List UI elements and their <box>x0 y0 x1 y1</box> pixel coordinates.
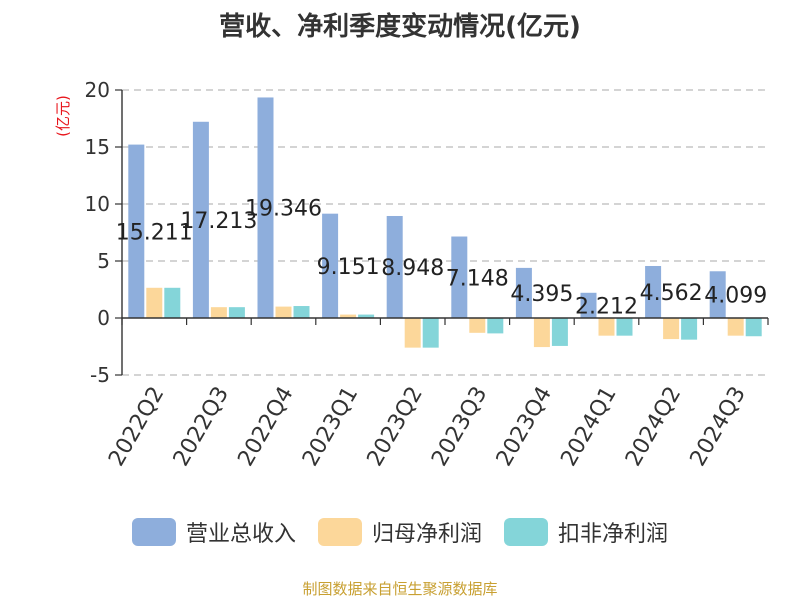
legend-swatch <box>317 518 362 546</box>
bar-1-2022Q2 <box>146 287 163 318</box>
x-tick-label: 2023Q1 <box>298 383 363 471</box>
legend-label: 归母净利润 <box>371 522 482 547</box>
x-tick-label: 2022Q4 <box>233 383 298 471</box>
legend-label: 扣非净利润 <box>558 522 669 547</box>
x-tick-label: 2022Q3 <box>169 383 234 471</box>
bar-2-2023Q4 <box>551 318 568 346</box>
data-label-2022Q4: 19.346 <box>245 197 322 222</box>
y-tick-label: 5 <box>97 249 110 273</box>
bar-0-2023Q4 <box>515 267 532 318</box>
legend-item-0[interactable]: 营业总收入 <box>131 516 296 548</box>
bar-0-2023Q1 <box>322 213 339 318</box>
bars <box>128 97 762 348</box>
bar-1-2023Q1 <box>340 314 357 318</box>
bar-1-2024Q3 <box>727 318 744 336</box>
bar-2-2023Q1 <box>358 314 375 318</box>
data-label-2024Q3: 4.099 <box>704 284 767 309</box>
bar-2-2023Q2 <box>422 318 439 348</box>
bar-1-2023Q2 <box>404 318 421 348</box>
bar-1-2023Q4 <box>533 318 550 348</box>
bar-0-2022Q3 <box>192 121 209 319</box>
bar-2-2022Q3 <box>228 307 245 318</box>
bar-2-2022Q4 <box>293 306 310 318</box>
data-label-2024Q2: 4.562 <box>640 281 703 306</box>
bar-1-2023Q3 <box>469 318 486 333</box>
data-label-2022Q2: 15.211 <box>116 220 193 245</box>
x-tick-label: 2024Q3 <box>686 383 751 471</box>
y-tick-label: 15 <box>85 135 110 159</box>
legend: 营业总收入 归母净利润 扣非净利润 <box>0 516 800 548</box>
bar-0-2023Q3 <box>451 236 468 318</box>
bar-2-2024Q1 <box>616 318 633 336</box>
bar-2-2024Q2 <box>681 318 698 340</box>
bar-2-2023Q3 <box>487 318 504 334</box>
bar-0-2024Q3 <box>709 271 726 318</box>
x-tick-label: 2023Q2 <box>363 383 428 471</box>
x-tick-label: 2023Q3 <box>427 383 492 471</box>
data-label-2024Q1: 2.212 <box>575 294 638 319</box>
y-tick-label: -5 <box>90 363 110 387</box>
data-label-2023Q4: 4.395 <box>510 282 573 307</box>
bar-2-2022Q2 <box>164 287 181 318</box>
chart-title: 营收、净利季度变动情况(亿元) <box>219 12 581 42</box>
x-tick-label: 2024Q1 <box>556 383 621 471</box>
legend-swatch <box>504 518 548 546</box>
y-tick-label: 0 <box>97 306 110 330</box>
bar-1-2024Q1 <box>598 318 615 336</box>
y-tick-label: 10 <box>85 192 110 216</box>
y-axis-label: (亿元) <box>54 95 72 137</box>
bar-0-2023Q2 <box>386 215 403 318</box>
y-tick-label: 20 <box>85 78 110 102</box>
bar-0-2022Q2 <box>128 144 145 318</box>
data-label-2023Q1: 9.151 <box>317 255 380 280</box>
bar-0-2022Q4 <box>257 97 274 318</box>
x-tick-label: 2023Q4 <box>492 383 557 471</box>
data-label-2022Q3: 17.213 <box>180 209 257 234</box>
source-note: 制图数据来自恒生聚源数据库 <box>302 580 498 598</box>
legend-swatch <box>131 518 176 546</box>
x-tick-label: 2024Q2 <box>621 383 686 471</box>
bar-2-2024Q3 <box>745 318 762 337</box>
bar-1-2024Q2 <box>663 318 680 340</box>
legend-item-1[interactable]: 归母净利润 <box>317 516 482 548</box>
bar-1-2022Q3 <box>210 307 227 318</box>
data-label-2023Q3: 7.148 <box>446 266 509 291</box>
x-tick-label: 2022Q2 <box>104 383 169 471</box>
bar-0-2024Q2 <box>645 265 662 318</box>
legend-item-2[interactable]: 扣非净利润 <box>504 516 668 548</box>
bar-1-2022Q4 <box>275 306 292 318</box>
data-label-2023Q2: 8.948 <box>381 256 444 281</box>
legend-label: 营业总收入 <box>185 522 296 547</box>
bar-0-2024Q1 <box>580 292 597 318</box>
